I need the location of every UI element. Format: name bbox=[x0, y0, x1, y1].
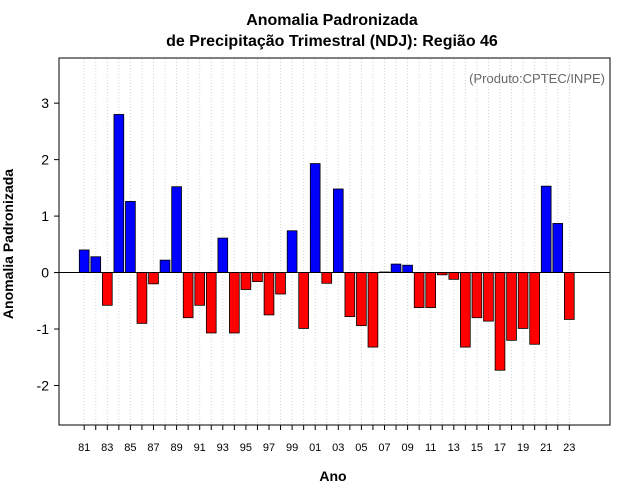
bar bbox=[506, 272, 517, 341]
x-tick-label: 81 bbox=[78, 442, 90, 454]
x-tick-label: 99 bbox=[286, 442, 298, 454]
chart-subtitle: de Precipitação Trimestral (NDJ): Região… bbox=[166, 33, 498, 50]
bar bbox=[240, 272, 252, 290]
x-tick-label: 17 bbox=[494, 442, 506, 454]
bar bbox=[517, 272, 529, 329]
bar bbox=[529, 272, 540, 345]
bar bbox=[182, 272, 194, 319]
bar bbox=[78, 249, 90, 273]
y-tick-label: 3 bbox=[41, 95, 49, 111]
x-tick-label: 19 bbox=[517, 442, 529, 454]
grid-layer bbox=[83, 59, 570, 424]
bar bbox=[217, 237, 229, 273]
x-tick-label: 87 bbox=[147, 442, 159, 454]
bar bbox=[413, 272, 425, 308]
y-tick-label: -2 bbox=[37, 377, 50, 393]
bar bbox=[564, 272, 575, 320]
bar bbox=[113, 114, 125, 273]
bar bbox=[136, 272, 148, 324]
bar bbox=[205, 272, 217, 334]
bar bbox=[356, 272, 367, 327]
x-tick-label: 93 bbox=[217, 442, 229, 454]
bar bbox=[309, 163, 321, 273]
x-tick-label: 09 bbox=[401, 442, 413, 454]
bar bbox=[448, 272, 460, 280]
x-tick-label: 11 bbox=[425, 442, 436, 454]
bar bbox=[263, 272, 275, 316]
bar bbox=[402, 264, 413, 273]
bar bbox=[298, 272, 309, 329]
x-tick-label: 89 bbox=[170, 442, 182, 454]
bar bbox=[229, 272, 240, 334]
y-axis-title: Anomalia Padronizada bbox=[0, 169, 16, 319]
y-tick-label: 2 bbox=[41, 152, 49, 168]
x-tick-label: 83 bbox=[101, 442, 113, 454]
x-tick-label: 15 bbox=[471, 442, 483, 454]
x-tick-label: 13 bbox=[448, 442, 460, 454]
bar bbox=[483, 272, 494, 322]
bar bbox=[286, 230, 298, 273]
bar bbox=[471, 272, 483, 319]
bar bbox=[90, 256, 102, 273]
bar bbox=[367, 272, 379, 348]
plot-frame bbox=[58, 57, 611, 426]
x-tick-label: 03 bbox=[332, 442, 344, 454]
x-tick-label: 05 bbox=[355, 442, 367, 454]
bar bbox=[332, 188, 344, 273]
y-tick-label: 0 bbox=[41, 265, 49, 281]
bar bbox=[425, 272, 436, 308]
bar bbox=[460, 272, 471, 348]
x-tick-label: 97 bbox=[263, 442, 275, 454]
x-tick-label: 01 bbox=[309, 442, 321, 454]
x-tick-label: 23 bbox=[563, 442, 575, 454]
bar bbox=[344, 272, 356, 317]
y-tick-label: -1 bbox=[37, 321, 50, 337]
bar bbox=[125, 201, 136, 273]
bar bbox=[102, 272, 113, 306]
bar bbox=[552, 223, 564, 273]
chart-title: Anomalia Padronizada bbox=[246, 12, 418, 29]
bar bbox=[171, 186, 182, 273]
bar bbox=[390, 263, 402, 273]
bar bbox=[321, 272, 333, 284]
y-tick-label: 1 bbox=[41, 208, 49, 224]
bar bbox=[540, 185, 552, 273]
x-tick-label: 07 bbox=[378, 442, 390, 454]
bar bbox=[159, 259, 171, 273]
bar bbox=[252, 272, 263, 282]
bar bbox=[148, 272, 159, 285]
x-tick-label: 21 bbox=[540, 442, 552, 454]
bar bbox=[494, 272, 506, 371]
x-tick-label: 85 bbox=[124, 442, 136, 454]
bar bbox=[275, 272, 286, 295]
x-axis-title: Ano bbox=[319, 468, 346, 484]
chart-annotation: (Produto:CPTEC/INPE) bbox=[469, 71, 605, 86]
x-tick-label: 91 bbox=[194, 442, 206, 454]
bar bbox=[194, 272, 206, 306]
x-tick-label: 95 bbox=[240, 442, 252, 454]
bars-layer bbox=[78, 114, 575, 371]
